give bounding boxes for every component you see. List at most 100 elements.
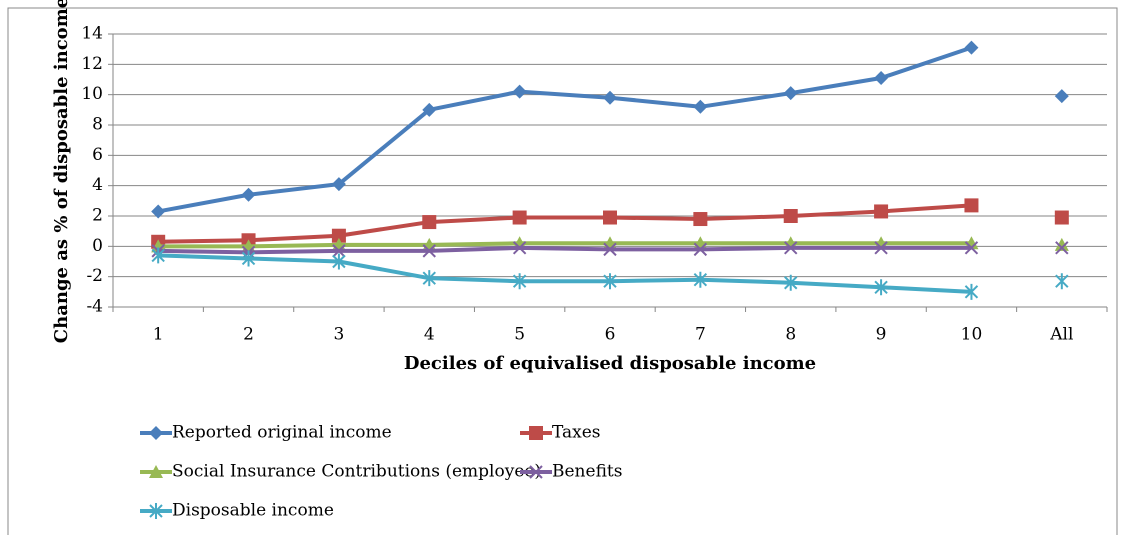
marker-shape	[241, 187, 256, 202]
x-axis-title: Deciles of equivalised disposable income	[404, 353, 816, 374]
marker-shape	[151, 247, 165, 264]
y-tick-label: 10	[81, 84, 103, 104]
marker	[693, 99, 708, 114]
series-line	[157, 45, 973, 214]
marker-shape	[693, 212, 708, 227]
marker-shape	[332, 244, 346, 258]
marker	[603, 242, 617, 257]
marker	[693, 212, 708, 227]
marker-shape	[1054, 89, 1069, 104]
marker	[874, 279, 888, 296]
marker-shape	[964, 241, 979, 255]
y-tick-label: 6	[92, 145, 103, 165]
marker	[529, 426, 543, 440]
series-line	[158, 203, 972, 244]
marker-shape	[422, 215, 437, 230]
x-tick-label: 5	[514, 325, 525, 345]
marker	[603, 90, 617, 105]
legend-label: Taxes	[552, 423, 601, 443]
marker-shape	[422, 270, 436, 287]
marker-shape	[603, 273, 617, 290]
series-line	[158, 241, 972, 249]
marker-shape	[1054, 210, 1069, 225]
marker	[1055, 241, 1069, 255]
marker-shape	[603, 90, 617, 105]
marker-shape	[964, 198, 979, 213]
marker	[331, 177, 346, 192]
marker	[784, 241, 798, 255]
marker-shape	[874, 70, 889, 85]
legend-label: Disposable income	[172, 501, 334, 521]
x-tick-label: 1	[153, 325, 164, 345]
marker	[964, 40, 979, 55]
y-tick-label: 8	[92, 115, 103, 135]
marker	[422, 270, 436, 287]
marker	[149, 465, 163, 478]
marker-shape	[964, 283, 979, 300]
marker-shape	[693, 271, 708, 288]
marker-shape	[693, 99, 708, 114]
x-tick-label: 3	[333, 325, 344, 345]
marker	[332, 253, 346, 270]
marker-shape	[332, 253, 346, 270]
series-line	[158, 253, 972, 294]
marker-shape	[784, 241, 798, 255]
marker	[512, 241, 527, 255]
marker-shape	[603, 242, 617, 257]
marker	[964, 283, 979, 300]
marker	[693, 242, 708, 257]
marker	[874, 204, 889, 219]
marker-shape	[512, 241, 527, 255]
marker	[1054, 89, 1069, 104]
marker	[422, 215, 437, 230]
marker	[693, 271, 708, 288]
marker	[784, 274, 798, 291]
marker-shape	[874, 241, 888, 255]
marker-shape	[1055, 241, 1069, 255]
marker-shape	[151, 204, 166, 219]
marker	[1055, 273, 1069, 290]
marker	[874, 241, 888, 255]
marker-shape	[422, 102, 437, 117]
x-tick-label: 8	[785, 325, 796, 345]
marker	[422, 244, 436, 258]
marker	[529, 465, 543, 479]
marker	[241, 250, 256, 267]
marker	[1054, 210, 1069, 225]
marker-shape	[331, 177, 346, 192]
marker-shape	[964, 40, 979, 55]
x-tick-label: 9	[876, 325, 887, 345]
marker-shape	[512, 84, 527, 99]
marker	[783, 86, 798, 101]
marker	[332, 244, 346, 258]
marker-shape	[874, 279, 888, 296]
x-tick-label: 2	[243, 325, 254, 345]
marker	[149, 426, 163, 440]
legend-label: Social Insurance Contributions (employee…	[172, 462, 541, 482]
marker-shape	[149, 503, 163, 519]
legend-label: Benefits	[552, 462, 622, 482]
y-tick-label: 2	[92, 206, 103, 226]
marker	[151, 204, 166, 219]
marker-shape	[783, 86, 798, 101]
marker	[331, 228, 346, 243]
marker-shape	[512, 273, 527, 290]
y-tick-label: 12	[81, 54, 103, 74]
series-line	[158, 245, 972, 255]
marker	[151, 247, 165, 264]
marker-shape	[422, 244, 436, 258]
marker-shape	[874, 204, 889, 219]
marker	[149, 503, 163, 519]
y-tick-label: -2	[86, 266, 103, 286]
marker-shape	[693, 242, 708, 257]
y-axis-title: Change as % of disposable income	[51, 0, 72, 343]
marker-shape	[783, 209, 798, 223]
y-tick-label: 4	[92, 175, 103, 195]
marker-shape	[149, 426, 163, 440]
y-tick-label: -4	[86, 297, 103, 317]
marker	[241, 187, 256, 202]
marker-shape	[603, 210, 617, 225]
y-tick-label: 0	[92, 236, 103, 256]
